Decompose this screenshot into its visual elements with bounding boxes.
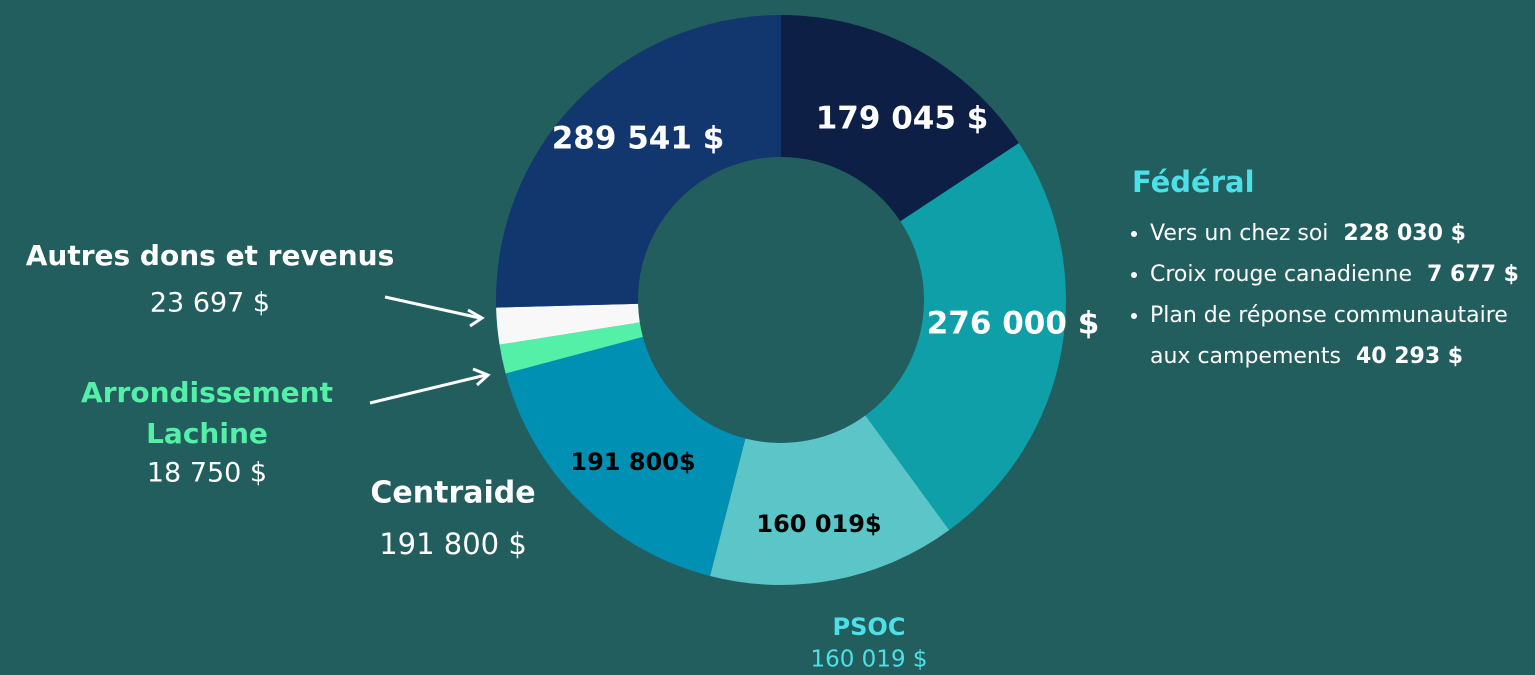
value-label: 276 000 $ — [927, 306, 1100, 342]
arrow-head — [472, 367, 491, 387]
value-label: 289 541 $ — [552, 121, 725, 157]
item-text: Plan de réponse communautaire aux campem… — [1150, 303, 1508, 369]
callout-name: Autres dons et revenus — [26, 239, 395, 272]
federal-list: Vers un chez soi 228 030 $Croix rouge ca… — [1118, 213, 1528, 377]
value-label: 179 045 $ — [816, 101, 989, 137]
callout-amount: 191 800 $ — [379, 527, 527, 561]
federal-item: Croix rouge canadienne 7 677 $ — [1150, 254, 1528, 295]
item-text: Vers un chez soi — [1150, 221, 1329, 246]
donut-slice — [496, 15, 781, 308]
item-text: Croix rouge canadienne — [1150, 262, 1413, 287]
item-amount: 7 677 $ — [1427, 262, 1519, 287]
item-amount: 228 030 $ — [1343, 221, 1466, 246]
donut-slice — [496, 303, 640, 345]
item-amount: 40 293 $ — [1355, 344, 1464, 369]
arrow — [384, 295, 481, 320]
callout-amount: 18 750 $ — [147, 458, 267, 489]
value-label: 191 800$ — [570, 448, 695, 476]
callout-amount: 23 697 $ — [150, 288, 270, 319]
callout-name: PSOC — [833, 613, 906, 641]
callout-name: Arrondissement Lachine — [81, 376, 333, 450]
federal-item: Vers un chez soi 228 030 $ — [1150, 213, 1528, 254]
federal-item: Plan de réponse communautaire aux campem… — [1150, 295, 1528, 377]
donut-slice — [499, 322, 643, 374]
federal-title: Fédéral — [1132, 165, 1255, 199]
donut-slice — [865, 143, 1067, 531]
federal-panel: Fédéral Vers un chez soi 228 030 $Croix … — [1118, 165, 1528, 377]
arrow-head — [467, 308, 485, 328]
callout-amount: 160 019 $ — [810, 647, 927, 673]
donut-slice — [709, 415, 950, 585]
callout-name: Centraide — [370, 476, 535, 511]
arrow — [369, 373, 487, 405]
value-label: 160 019$ — [756, 510, 881, 538]
donut-slice — [781, 15, 1019, 222]
donut-slice — [505, 336, 746, 577]
